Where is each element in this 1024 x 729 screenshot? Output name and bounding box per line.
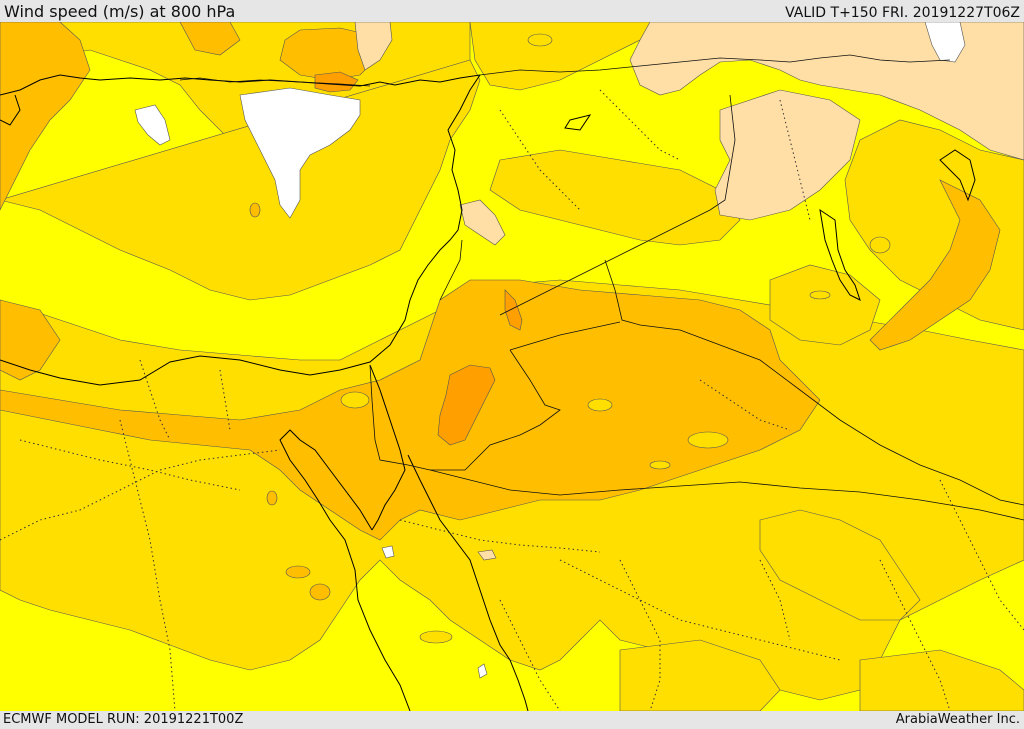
- small-orange-islands: [249, 202, 331, 601]
- country-borders: [179, 54, 1024, 521]
- light-orange-contour-fill: [0, 22, 1001, 541]
- model-run-label: ECMWF MODEL RUN: 20191221T00Z: [3, 712, 244, 727]
- credit-label: ArabiaWeather Inc.: [895, 712, 1020, 727]
- header-bar: Wind speed (m/s) at 800 hPa VALID T+150 …: [0, 0, 1024, 22]
- valid-time: VALID T+150 FRI. 20191227T06Z: [785, 5, 1020, 21]
- white-contour-fill: [134, 22, 966, 679]
- chart-title: Wind speed (m/s) at 800 hPa: [4, 2, 236, 21]
- peach-contour-fill: [354, 22, 1024, 561]
- wind-speed-map: [0, 22, 1024, 711]
- orange-contour-fill: [314, 71, 523, 446]
- coastlines: [0, 74, 976, 711]
- footer-bar: ECMWF MODEL RUN: 20191221T00Z ArabiaWeat…: [0, 711, 1024, 729]
- admin-boundaries: [0, 89, 1024, 711]
- small-contour-islands: [340, 33, 891, 644]
